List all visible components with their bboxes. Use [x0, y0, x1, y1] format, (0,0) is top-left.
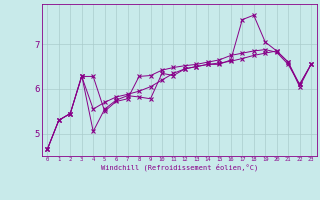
X-axis label: Windchill (Refroidissement éolien,°C): Windchill (Refroidissement éolien,°C)	[100, 164, 258, 171]
